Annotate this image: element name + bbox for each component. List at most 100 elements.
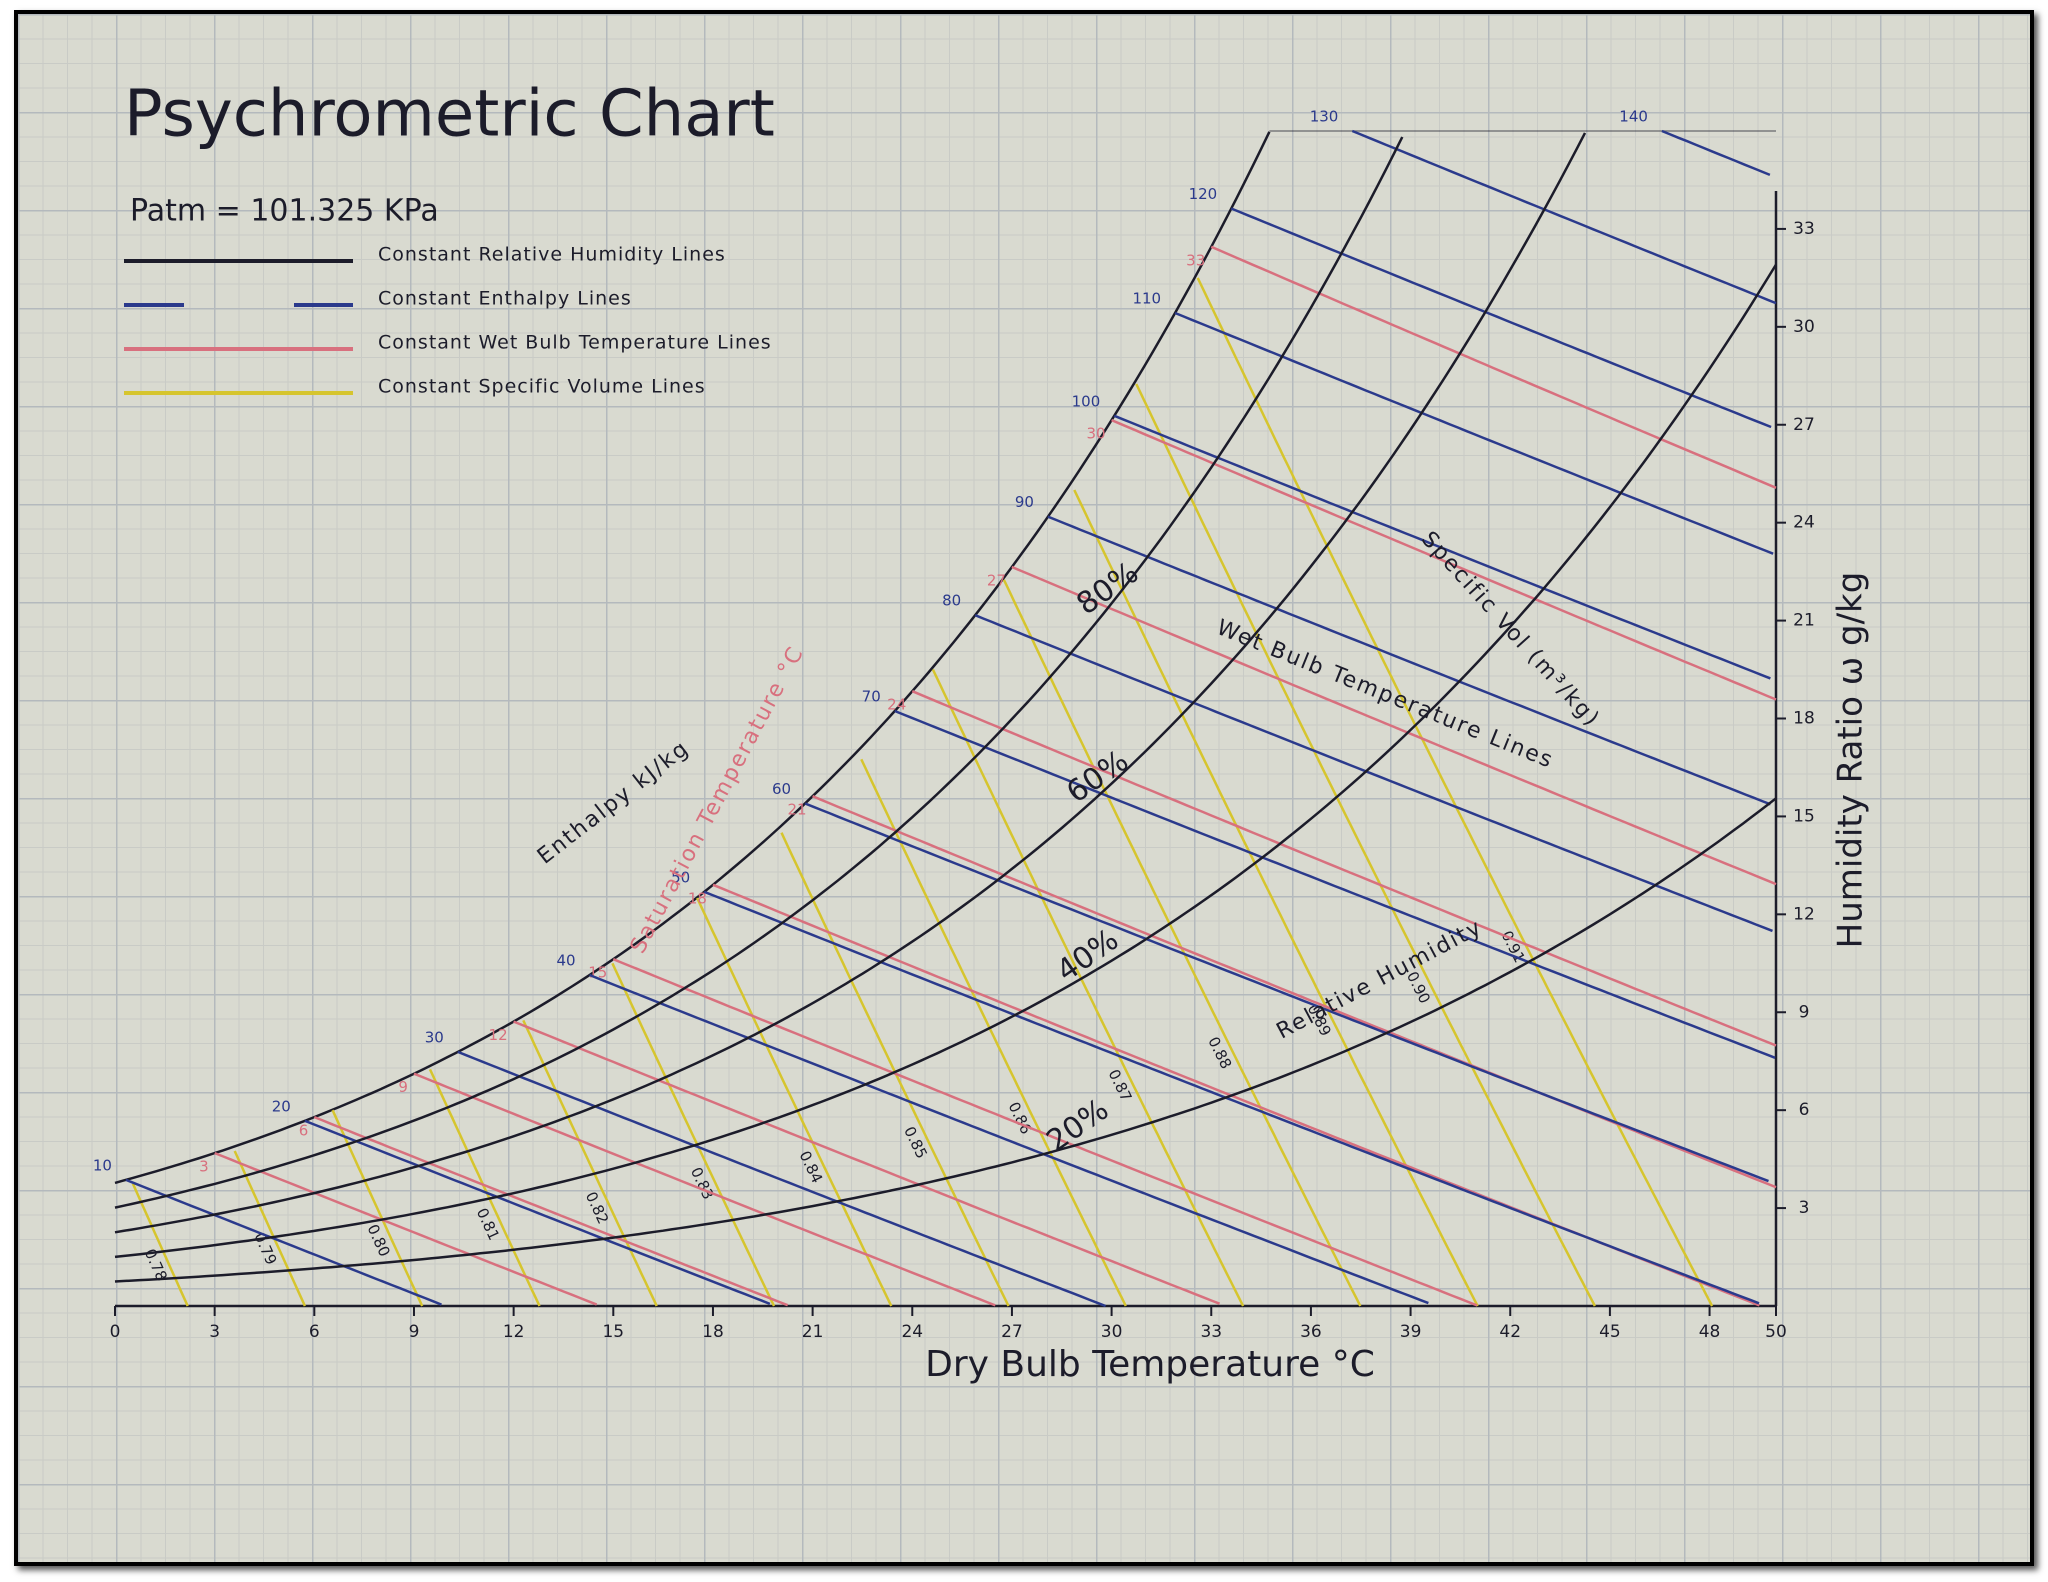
specific-volume-line [233,1150,307,1307]
y-tick-label: 15 [1793,806,1815,826]
wet-bulb-label: 30 [1087,425,1106,443]
subtitle: Patm = 101.325 KPa [130,194,439,229]
x-tick-label: 18 [702,1322,724,1342]
wet-bulb-line [513,1020,1221,1305]
enthalpy-line [703,890,1760,1305]
specific-volume-line [522,1019,658,1307]
enthalpy-label: 60 [772,780,791,798]
y-tick-label: 6 [1799,1100,1810,1120]
wet-bulb-line [911,690,1777,1047]
enthalpy-line [1113,414,1771,680]
x-axis-label: Dry Bulb Temperature °C [925,1344,1375,1385]
y-tick-label: 30 [1793,317,1815,337]
enthalpy-line [1661,129,1771,177]
wet-bulb-line [413,1072,996,1307]
specific-volume-label: 0.80 [363,1222,393,1260]
enthalpy-label: 130 [1310,108,1339,126]
wet-bulb-label: 24 [887,696,906,714]
specific-volume-line [696,897,893,1307]
y-tick-label: 18 [1793,709,1815,729]
specific-volume-line [1196,277,1714,1307]
enthalpy-line [894,709,1776,1059]
specific-volume-label: 0.85 [900,1124,931,1162]
legend-label: Constant Wet Bulb Temperature Lines [378,332,772,354]
relative-humidity-curve [114,263,1778,1259]
wet-bulb-label: 18 [688,889,707,907]
specific-volume-line [780,832,1010,1307]
enthalpy-line [304,1119,771,1306]
y-tick-label: 24 [1793,513,1815,533]
enthalpy-line [1047,515,1771,806]
wet-bulb-label: 33 [1186,251,1205,269]
annotation: Saturation Temperature °C [626,642,810,958]
legend-label: Constant Relative Humidity Lines [378,244,726,266]
y-axis-label: Humidity Ratio ω g/kg [1831,572,1871,949]
y-tick-label: 21 [1793,611,1815,631]
specific-volume-label: 0.87 [1105,1067,1136,1105]
annotation: Relative Humidity [1273,915,1487,1045]
specific-volume-label: 0.86 [1004,1099,1035,1137]
wet-bulb-label: 21 [788,801,807,819]
wet-bulb-label: 6 [299,1122,309,1140]
x-tick-label: 42 [1499,1322,1521,1342]
enthalpy-line [457,1050,1107,1308]
enthalpy-label: 100 [1072,392,1101,410]
wet-bulb-line [1111,418,1777,701]
specific-volume-label: 0.88 [1204,1034,1235,1072]
relative-humidity-curve [114,132,1587,1234]
saturation-curve [114,131,1271,1185]
specific-volume-line [931,668,1245,1307]
paper [14,10,2034,1566]
annotation: Enthalpy kJ/kg [533,736,694,870]
x-tick-label: 12 [503,1322,525,1342]
x-tick-label: 3 [209,1322,220,1342]
wet-bulb-label: 9 [398,1078,408,1096]
y-tick-label: 12 [1793,904,1815,924]
enthalpy-label: 40 [556,952,575,970]
enthalpy-line [804,802,1769,1183]
enthalpy-line [1230,207,1772,429]
specific-volume-label: 0.84 [796,1148,827,1186]
specific-volume-line [331,1109,424,1307]
x-tick-label: 48 [1699,1322,1721,1342]
x-tick-label: 36 [1300,1322,1322,1342]
wet-bulb-label: 12 [489,1026,508,1044]
specific-volume-line [1135,383,1597,1307]
x-tick-label: 39 [1400,1322,1422,1342]
wet-bulb-label: 27 [987,571,1006,589]
enthalpy-label: 120 [1189,185,1218,203]
enthalpy-label: 70 [862,688,881,706]
enthalpy-line [125,1178,442,1306]
specific-volume-label: 0.81 [473,1205,503,1243]
wet-bulb-line [313,1115,789,1307]
specific-volume-line [860,758,1127,1307]
enthalpy-label: 80 [942,592,961,610]
wet-bulb-label: 3 [199,1158,209,1176]
relative-humidity-label: 20% [1040,1092,1115,1159]
enthalpy-label: 20 [272,1097,291,1115]
enthalpy-label: 110 [1132,289,1161,307]
wet-bulb-line [612,958,1478,1307]
x-tick-label: 30 [1101,1322,1123,1342]
y-tick-label: 33 [1793,219,1815,239]
x-tick-label: 21 [802,1322,824,1342]
specific-volume-line [428,1068,541,1307]
y-tick-label: 9 [1799,1002,1810,1022]
enthalpy-label: 10 [93,1156,112,1174]
enthalpy-line [1174,311,1774,555]
enthalpy-label: 50 [671,868,690,886]
x-tick-label: 27 [1001,1322,1023,1342]
x-tick-label: 6 [309,1322,320,1342]
x-tick-label: 0 [110,1322,121,1342]
wet-bulb-line [1210,245,1777,489]
wet-bulb-line [214,1151,598,1306]
relative-humidity-label: 40% [1050,922,1125,989]
x-tick-label: 9 [409,1322,420,1342]
relative-humidity-curve [114,797,1777,1283]
wet-bulb-line [1011,565,1777,886]
enthalpy-line [974,614,1773,933]
x-tick-label: 24 [901,1322,923,1342]
specific-volume-line [1002,579,1362,1307]
